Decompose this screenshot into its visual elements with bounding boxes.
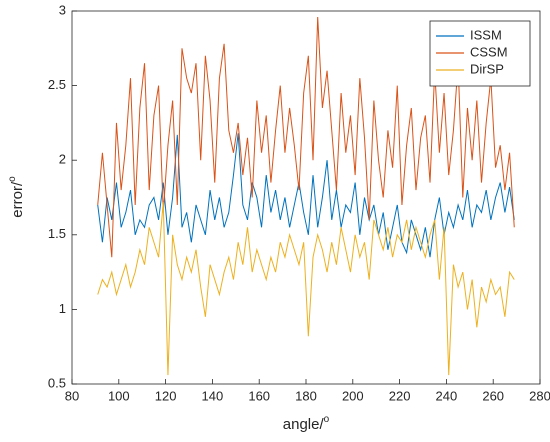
y-label-sup: o <box>7 176 18 182</box>
legend-label: CSSM <box>470 44 508 59</box>
y-tick-label: 2.5 <box>48 77 66 92</box>
legend-label: DirSP <box>470 61 504 76</box>
legend-label: ISSM <box>470 27 502 42</box>
x-tick-label: 140 <box>202 388 224 403</box>
x-tick-label: 200 <box>342 388 364 403</box>
y-tick-label: 2 <box>59 152 66 167</box>
series-line <box>97 16 515 258</box>
x-tick-label: 280 <box>529 388 550 403</box>
series-line <box>97 201 515 376</box>
y-tick-label: 1 <box>59 301 66 316</box>
x-tick-label: 80 <box>65 388 79 403</box>
x-label-text: angle/ <box>283 416 325 433</box>
x-tick-label: 120 <box>155 388 177 403</box>
x-tick-label: 180 <box>295 388 317 403</box>
series-line <box>97 133 515 258</box>
x-tick-label: 260 <box>482 388 504 403</box>
x-tick-label: 160 <box>248 388 270 403</box>
y-axis-label: error/o <box>7 176 26 218</box>
x-tick-label: 100 <box>108 388 130 403</box>
y-tick-label: 1.5 <box>48 226 66 241</box>
y-tick-label: 3 <box>59 2 66 17</box>
x-tick-label: 220 <box>389 388 411 403</box>
y-label-text: error/ <box>9 181 26 218</box>
x-label-sup: o <box>324 414 330 425</box>
y-tick-label: 0.5 <box>48 375 66 390</box>
x-tick-label: 240 <box>436 388 458 403</box>
x-axis-label: angle/o <box>283 414 330 433</box>
